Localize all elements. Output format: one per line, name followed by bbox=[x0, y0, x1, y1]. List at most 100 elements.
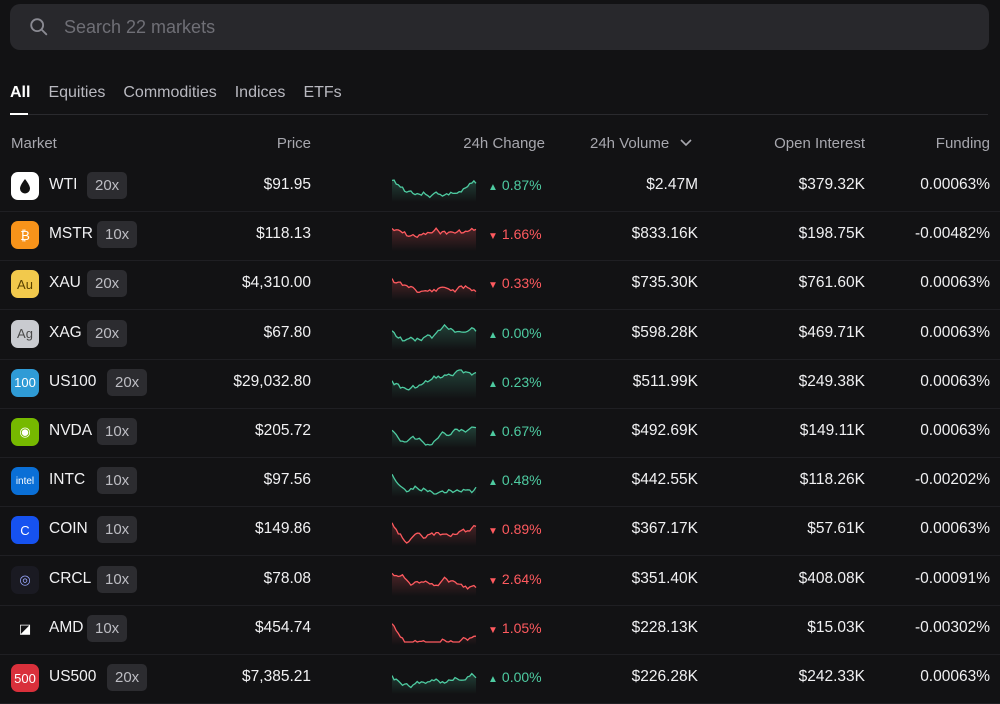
tab-indices[interactable]: Indices bbox=[234, 84, 286, 101]
market-symbol[interactable]: NVDA bbox=[49, 422, 93, 439]
leverage-badge: 20x bbox=[87, 172, 128, 199]
volume-value: $492.69K bbox=[631, 422, 698, 439]
coinbase-icon: C bbox=[11, 516, 39, 545]
volume-value: $598.28K bbox=[631, 323, 698, 341]
sparkline-chart bbox=[392, 522, 477, 547]
header-price[interactable]: Price bbox=[276, 135, 311, 152]
market-symbol[interactable]: WTI bbox=[49, 176, 78, 193]
change-value: ▼ 2.64% bbox=[488, 571, 542, 587]
tab-all[interactable]: All bbox=[10, 84, 31, 101]
open-interest-value: $249.38K bbox=[798, 372, 865, 390]
funding-value: -0.00482% bbox=[915, 225, 990, 243]
change-value: ▼ 0.89% bbox=[488, 521, 542, 537]
tabs-divider bbox=[10, 114, 988, 115]
leverage-badge: 20x bbox=[87, 270, 128, 298]
sort-chevron-down-icon bbox=[680, 139, 692, 147]
table-row[interactable]: ◎ CRCL 10x $78.08 ▼ 2.64% $351.40K $408.08K -0.0… bbox=[0, 556, 1000, 606]
change-percent: 0.87% bbox=[501, 177, 542, 193]
triangle-up-icon: ▲ bbox=[488, 182, 498, 193]
funding-value: -0.00091% bbox=[915, 569, 990, 587]
funding-value: -0.00302% bbox=[915, 618, 990, 636]
market-symbol[interactable]: INTC bbox=[49, 471, 86, 489]
volume-value: $351.40K bbox=[631, 569, 698, 587]
sparkline-chart bbox=[392, 672, 477, 694]
change-percent: 1.66% bbox=[501, 226, 542, 243]
tab-equities[interactable]: Equities bbox=[48, 84, 106, 101]
price-value: $78.08 bbox=[263, 569, 311, 587]
header-24h-change[interactable]: 24h Change bbox=[463, 135, 545, 152]
header-24h-volume[interactable]: 24h Volume bbox=[590, 135, 693, 152]
table-row[interactable]: ◪ AMD 10x $454.74 ▼ 1.05% $228.13K $15.03K -0.00… bbox=[0, 605, 1000, 655]
table-row[interactable]: 500 US500 20x $7,385.21 ▲ 0.00% $226.28K $242.3… bbox=[0, 654, 1000, 704]
volume-value: $833.16K bbox=[631, 225, 698, 243]
active-tab-indicator bbox=[10, 113, 28, 115]
table-row[interactable]: 100 US100 20x $29,032.80 ▲ 0.23% $511.99K $249.… bbox=[0, 359, 1000, 409]
sparkline-chart bbox=[392, 278, 477, 301]
table-row[interactable]: ₿ MSTR 10x $118.13 ▼ 1.66% $833.16K $198.75K -0.… bbox=[0, 211, 1000, 262]
triangle-up-icon: ▲ bbox=[488, 428, 498, 439]
change-value: ▲ 0.00% bbox=[488, 325, 542, 341]
sparkline-chart bbox=[392, 323, 477, 350]
market-symbol[interactable]: XAU bbox=[49, 274, 81, 292]
market-symbol[interactable]: US100 bbox=[49, 372, 97, 390]
funding-value: 0.00063% bbox=[920, 176, 990, 193]
leverage-badge: 10x bbox=[97, 565, 138, 593]
header-24h-volume-label: 24h Volume bbox=[590, 135, 670, 152]
sparkline-chart bbox=[392, 426, 477, 448]
change-value: ▼ 0.33% bbox=[488, 275, 542, 291]
search-bar[interactable] bbox=[10, 4, 989, 50]
change-percent: 0.00% bbox=[501, 324, 542, 341]
logo-glyph: Au bbox=[17, 276, 33, 292]
logo-glyph: 100 bbox=[14, 375, 36, 391]
leverage-badge: 10x bbox=[87, 614, 128, 642]
table-row[interactable]: WTI 20x $91.95 ▲ 0.87% $2.47M $379.32K 0.00063% bbox=[0, 162, 1000, 212]
leverage-badge: 20x bbox=[87, 319, 128, 347]
tab-etfs[interactable]: ETFs bbox=[303, 84, 342, 101]
change-percent: 0.00% bbox=[501, 669, 542, 685]
us500-icon: 500 bbox=[11, 664, 39, 692]
change-value: ▲ 0.87% bbox=[488, 177, 542, 193]
market-symbol[interactable]: US500 bbox=[49, 668, 97, 685]
funding-value: 0.00063% bbox=[920, 372, 990, 390]
table-row[interactable]: Au XAU 20x $4,310.00 ▼ 0.33% $735.30K $761.60K 0… bbox=[0, 260, 1000, 311]
search-input[interactable] bbox=[62, 15, 989, 39]
market-symbol[interactable]: AMD bbox=[49, 618, 84, 636]
funding-value: -0.00202% bbox=[915, 471, 990, 489]
tab-commodities[interactable]: Commodities bbox=[123, 84, 217, 101]
change-percent: 0.23% bbox=[501, 373, 542, 390]
table-row[interactable]: ◉ NVDA 10x $205.72 ▲ 0.67% $492.69K $149.11K 0.0… bbox=[0, 408, 1000, 458]
funding-value: 0.00063% bbox=[920, 668, 990, 685]
gold-icon: Au bbox=[11, 270, 39, 299]
leverage-badge: 10x bbox=[97, 221, 138, 249]
search-icon bbox=[30, 18, 48, 36]
funding-value: 0.00063% bbox=[920, 274, 990, 292]
change-percent: 2.64% bbox=[501, 570, 542, 587]
table-row[interactable]: C COIN 10x $149.86 ▼ 0.89% $367.17K $57.61K 0.00… bbox=[0, 506, 1000, 557]
leverage-badge: 20x bbox=[107, 664, 148, 691]
table-row[interactable]: intel INTC 10x $97.56 ▲ 0.48% $442.55K $118.26K… bbox=[0, 457, 1000, 508]
market-symbol[interactable]: MSTR bbox=[49, 225, 93, 243]
logo-glyph: ◎ bbox=[19, 571, 31, 587]
logo-glyph: ₿ bbox=[20, 227, 30, 243]
market-symbol[interactable]: XAG bbox=[49, 323, 82, 341]
bitcoin-icon: ₿ bbox=[11, 221, 39, 250]
logo-glyph: ◉ bbox=[19, 424, 31, 439]
market-symbol[interactable]: COIN bbox=[49, 520, 88, 538]
volume-value: $2.47M bbox=[646, 176, 698, 193]
triangle-up-icon: ▲ bbox=[488, 674, 498, 685]
header-open-interest[interactable]: Open Interest bbox=[774, 135, 865, 152]
volume-value: $442.55K bbox=[631, 471, 698, 489]
change-percent: 0.67% bbox=[501, 423, 542, 439]
sparkline-chart bbox=[392, 179, 477, 202]
open-interest-value: $408.08K bbox=[798, 569, 865, 587]
intel-icon: intel bbox=[11, 467, 39, 496]
sparkline-chart bbox=[392, 474, 477, 498]
header-market[interactable]: Market bbox=[11, 135, 57, 152]
sparkline-chart bbox=[392, 369, 477, 399]
table-row[interactable]: Ag XAG 20x $67.80 ▲ 0.00% $598.28K $469.71K 0.00… bbox=[0, 310, 1000, 360]
market-symbol[interactable]: CRCL bbox=[49, 569, 92, 587]
category-tabs: All Equities Commodities Indices ETFs bbox=[10, 84, 360, 108]
open-interest-value: $118.26K bbox=[799, 471, 865, 489]
header-funding[interactable]: Funding bbox=[935, 135, 990, 152]
change-percent: 1.05% bbox=[501, 619, 542, 636]
